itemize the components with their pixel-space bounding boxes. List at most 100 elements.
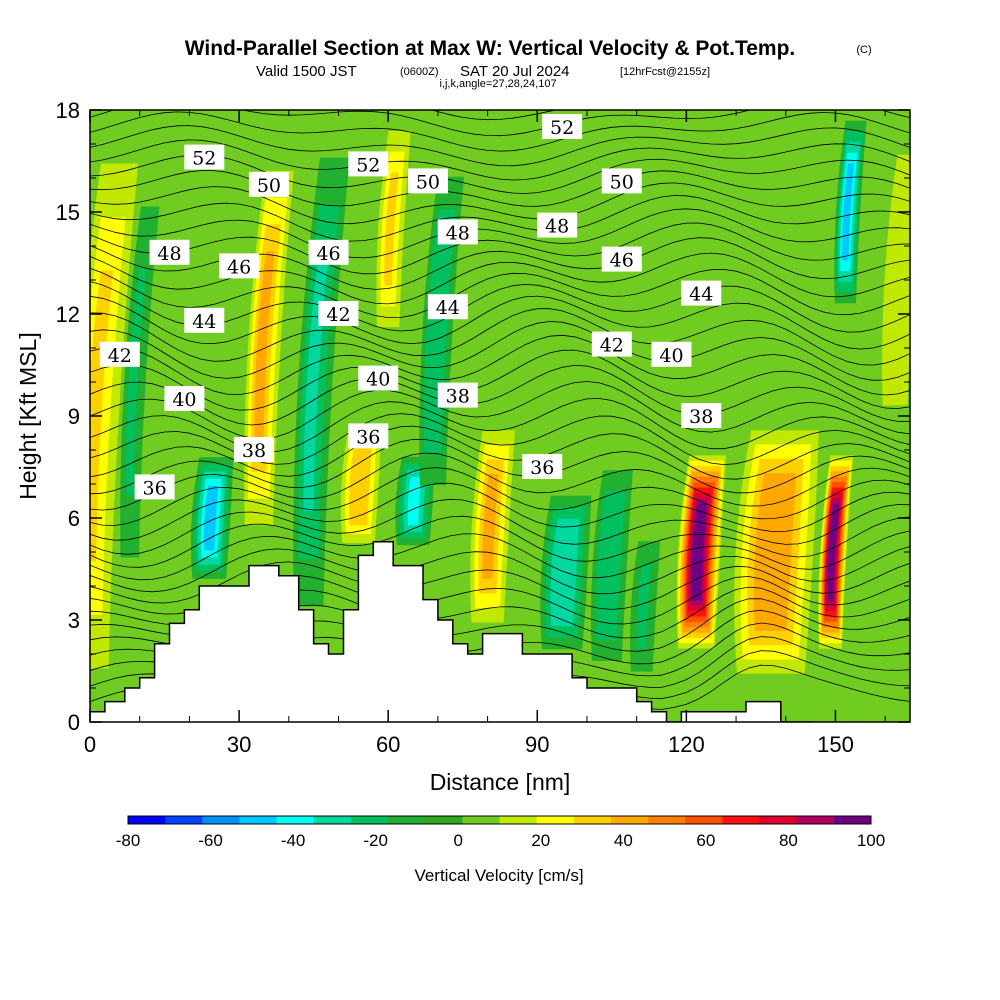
contour-label-box <box>318 301 359 326</box>
isentrope-line <box>430 110 558 121</box>
colorbar-segment <box>165 816 203 824</box>
colorbar-segment <box>276 816 315 824</box>
plot-area: 52 50 52 50 52 50 48 46 46 48 48 46 44 42 44 44 42 42 40 40… <box>90 110 910 722</box>
contour-label: 48 <box>157 243 181 265</box>
contour-label: 48 <box>446 222 470 244</box>
colorbar-segment <box>648 816 686 824</box>
velocity-band <box>407 476 421 526</box>
y-tick-label: 12 <box>56 302 80 327</box>
contour-label-box <box>522 454 563 479</box>
colorbar-label: Vertical Velocity [cm/s] <box>414 866 583 885</box>
contour-label: 40 <box>366 369 390 391</box>
isentrope-line <box>90 281 910 333</box>
isentrope-line <box>90 438 910 495</box>
contour-label-box <box>542 114 583 139</box>
isentrope-line <box>90 515 910 568</box>
isentrope-line <box>90 364 910 426</box>
contour-label-box <box>184 144 225 170</box>
colorbar-tick-label: 60 <box>696 831 715 850</box>
x-tick-label: 120 <box>668 732 705 757</box>
isentrope-line <box>90 546 910 595</box>
isentrope-line <box>90 222 910 275</box>
colorbar-tick-label: -60 <box>198 831 223 850</box>
velocity-band <box>601 510 619 621</box>
isentrope-line <box>90 530 910 581</box>
contour-label: 36 <box>143 477 167 499</box>
isentrope-line <box>90 110 910 137</box>
y-tick-label: 0 <box>68 710 80 735</box>
contour-label: 38 <box>446 386 470 408</box>
contour-label: 52 <box>192 148 216 170</box>
isentrope-line <box>90 125 910 167</box>
x-tick-label: 30 <box>227 732 251 757</box>
contour-label-box <box>308 239 349 265</box>
isentrope-line <box>90 398 910 453</box>
colorbar-segment <box>796 816 835 824</box>
isentrope-line <box>90 425 910 480</box>
colorbar-tick-label: 40 <box>614 831 633 850</box>
contour-label: 52 <box>550 117 574 139</box>
isentrope-line <box>90 381 910 440</box>
colorbar-tick-label: -40 <box>281 831 306 850</box>
contour-label-box <box>99 341 140 367</box>
isentrope-line <box>90 308 910 366</box>
valid-date-text: SAT 20 Jul 2024 <box>460 63 570 80</box>
x-tick-label: 0 <box>84 732 96 757</box>
contour-label-box <box>437 219 478 245</box>
contour-label-box <box>437 382 478 408</box>
colorbar-segment <box>239 816 278 824</box>
contour-label: 46 <box>227 256 251 278</box>
isentrope-line <box>90 111 910 152</box>
y-axis-label: Height [Kft MSL] <box>15 332 41 499</box>
terrain-profile <box>90 541 811 722</box>
contour-label-box <box>601 246 642 272</box>
colorbar-segment <box>722 816 761 824</box>
isentrope-line <box>90 295 910 350</box>
contour-label: 36 <box>530 457 554 479</box>
contour-label-box <box>164 386 205 411</box>
isentrope-line <box>90 452 910 511</box>
contour-label-box <box>681 403 722 428</box>
velocity-band <box>555 530 574 615</box>
velocity-band <box>90 270 114 562</box>
colorbar-segment <box>499 816 538 824</box>
contour-label: 40 <box>172 389 196 411</box>
grid-index-text: i,j,k,angle=27,28,24,107 <box>439 78 556 90</box>
isentrope-line <box>90 170 910 207</box>
colorbar-tick-label: -80 <box>116 831 141 850</box>
isentrope-line <box>90 139 910 181</box>
contour-label-box <box>681 280 722 306</box>
colorbar-segment <box>610 816 649 824</box>
colorbar-segment <box>128 816 166 824</box>
forecast-text: [12hrFcst@2155z] <box>620 66 710 78</box>
contour-label: 46 <box>610 250 634 272</box>
isentrope-line <box>90 267 910 319</box>
contour-label-box <box>149 239 190 265</box>
colorbar-segment <box>388 816 426 824</box>
contour-label: 42 <box>326 304 350 326</box>
contour-label-box <box>234 437 274 462</box>
chart-title: Wind-Parallel Section at Max W: Vertical… <box>185 37 796 60</box>
isentrope-line <box>90 334 910 396</box>
isentrope-line <box>90 182 910 225</box>
colorbar-segment <box>536 816 575 824</box>
colorbar-segment <box>462 816 500 824</box>
colorbar-tick-label: 100 <box>857 831 885 850</box>
x-axis-label: Distance [nm] <box>430 769 571 795</box>
contour-label: 42 <box>108 345 132 367</box>
contour-label-box <box>248 171 289 197</box>
contour-label-box <box>651 341 692 367</box>
contour-label-box <box>358 365 399 391</box>
y-tick-label: 6 <box>68 506 80 531</box>
contour-label-box <box>601 168 642 194</box>
contour-label: 52 <box>356 154 380 176</box>
colorbar-segment <box>573 816 612 824</box>
contour-label-box <box>427 294 468 320</box>
contour-label-box <box>591 331 632 357</box>
velocity-band <box>760 487 789 617</box>
contour-label-box <box>184 307 225 333</box>
contour-label: 50 <box>610 171 634 193</box>
y-tick-label: 15 <box>56 200 80 225</box>
